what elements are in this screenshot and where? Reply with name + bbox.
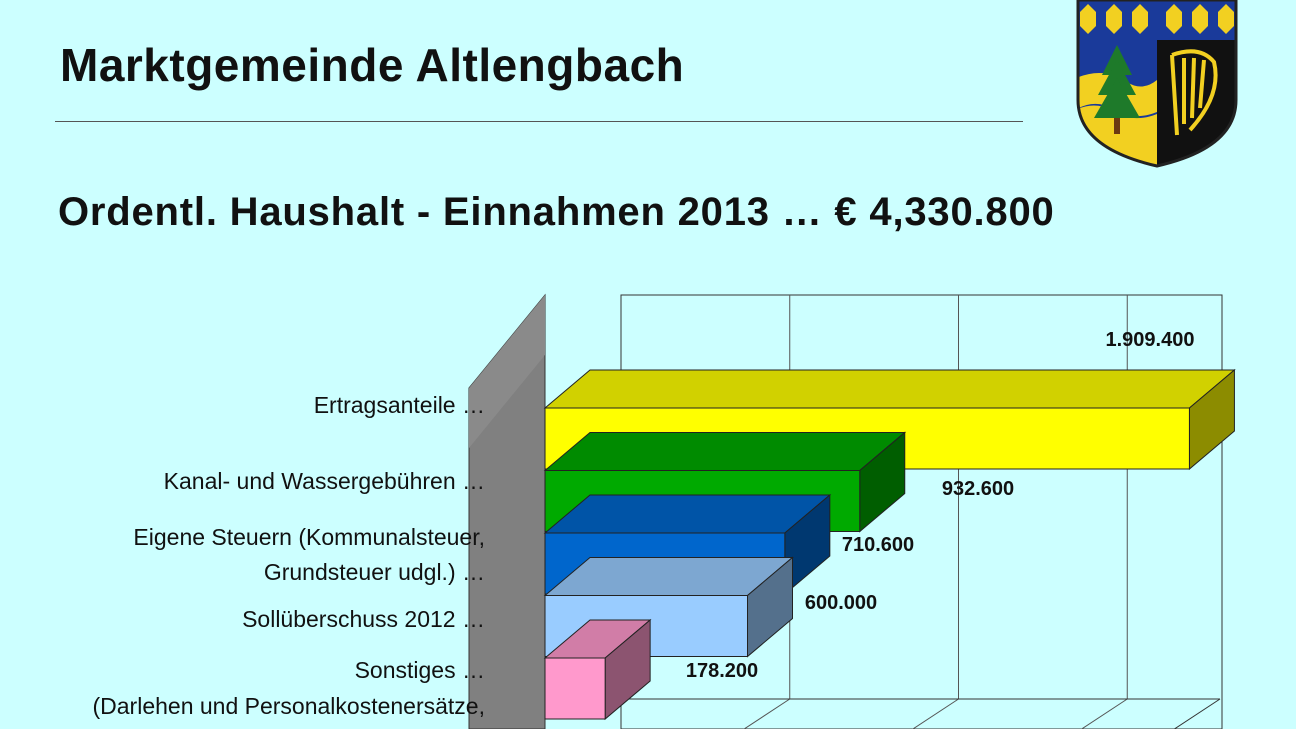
bar-5 [544, 657, 606, 720]
category-label-3-line-1: Eigene Steuern (Kommunalsteuer, [133, 524, 485, 550]
data-label-4: 600.000 [805, 592, 877, 614]
title-divider [55, 121, 1023, 122]
bar-top-2 [543, 432, 907, 471]
category-label-5-line-2: (Darlehen und Personalkostenersätze, [92, 693, 485, 719]
category-label-3-line-2: Grundsteuer udgl.) … [264, 559, 485, 585]
category-label-1: Ertragsanteile … [314, 392, 485, 418]
chart-subtitle: Ordentl. Haushalt - Einnahmen 2013 … € 4… [58, 190, 1055, 234]
data-label-3: 710.600 [842, 534, 914, 556]
data-label-5: 178.200 [686, 660, 758, 682]
chart-floor-right-edge [1173, 698, 1221, 729]
category-label-4: Sollüberschuss 2012 … [242, 606, 485, 632]
bar-top-3 [543, 494, 832, 534]
gridline-floor-3 [1080, 698, 1128, 729]
bar-top-1 [543, 369, 1236, 409]
data-label-1: 1.909.400 [1106, 329, 1195, 351]
category-label-2: Kanal- und Wassergebühren … [164, 468, 485, 494]
gridline-floor-1 [743, 698, 791, 729]
category-label-5-line-3: Friedhof, Bad, Zinsen udgl.) [201, 727, 485, 729]
gridline-floor-2 [911, 698, 959, 729]
category-label-5-line-1: Sonstiges … [355, 657, 485, 683]
data-label-2: 932.600 [942, 478, 1014, 500]
chart-side-wall-shade [469, 295, 545, 448]
coat-of-arms-icon [1076, 0, 1238, 168]
page-title: Marktgemeinde Altlengbach [60, 39, 685, 91]
